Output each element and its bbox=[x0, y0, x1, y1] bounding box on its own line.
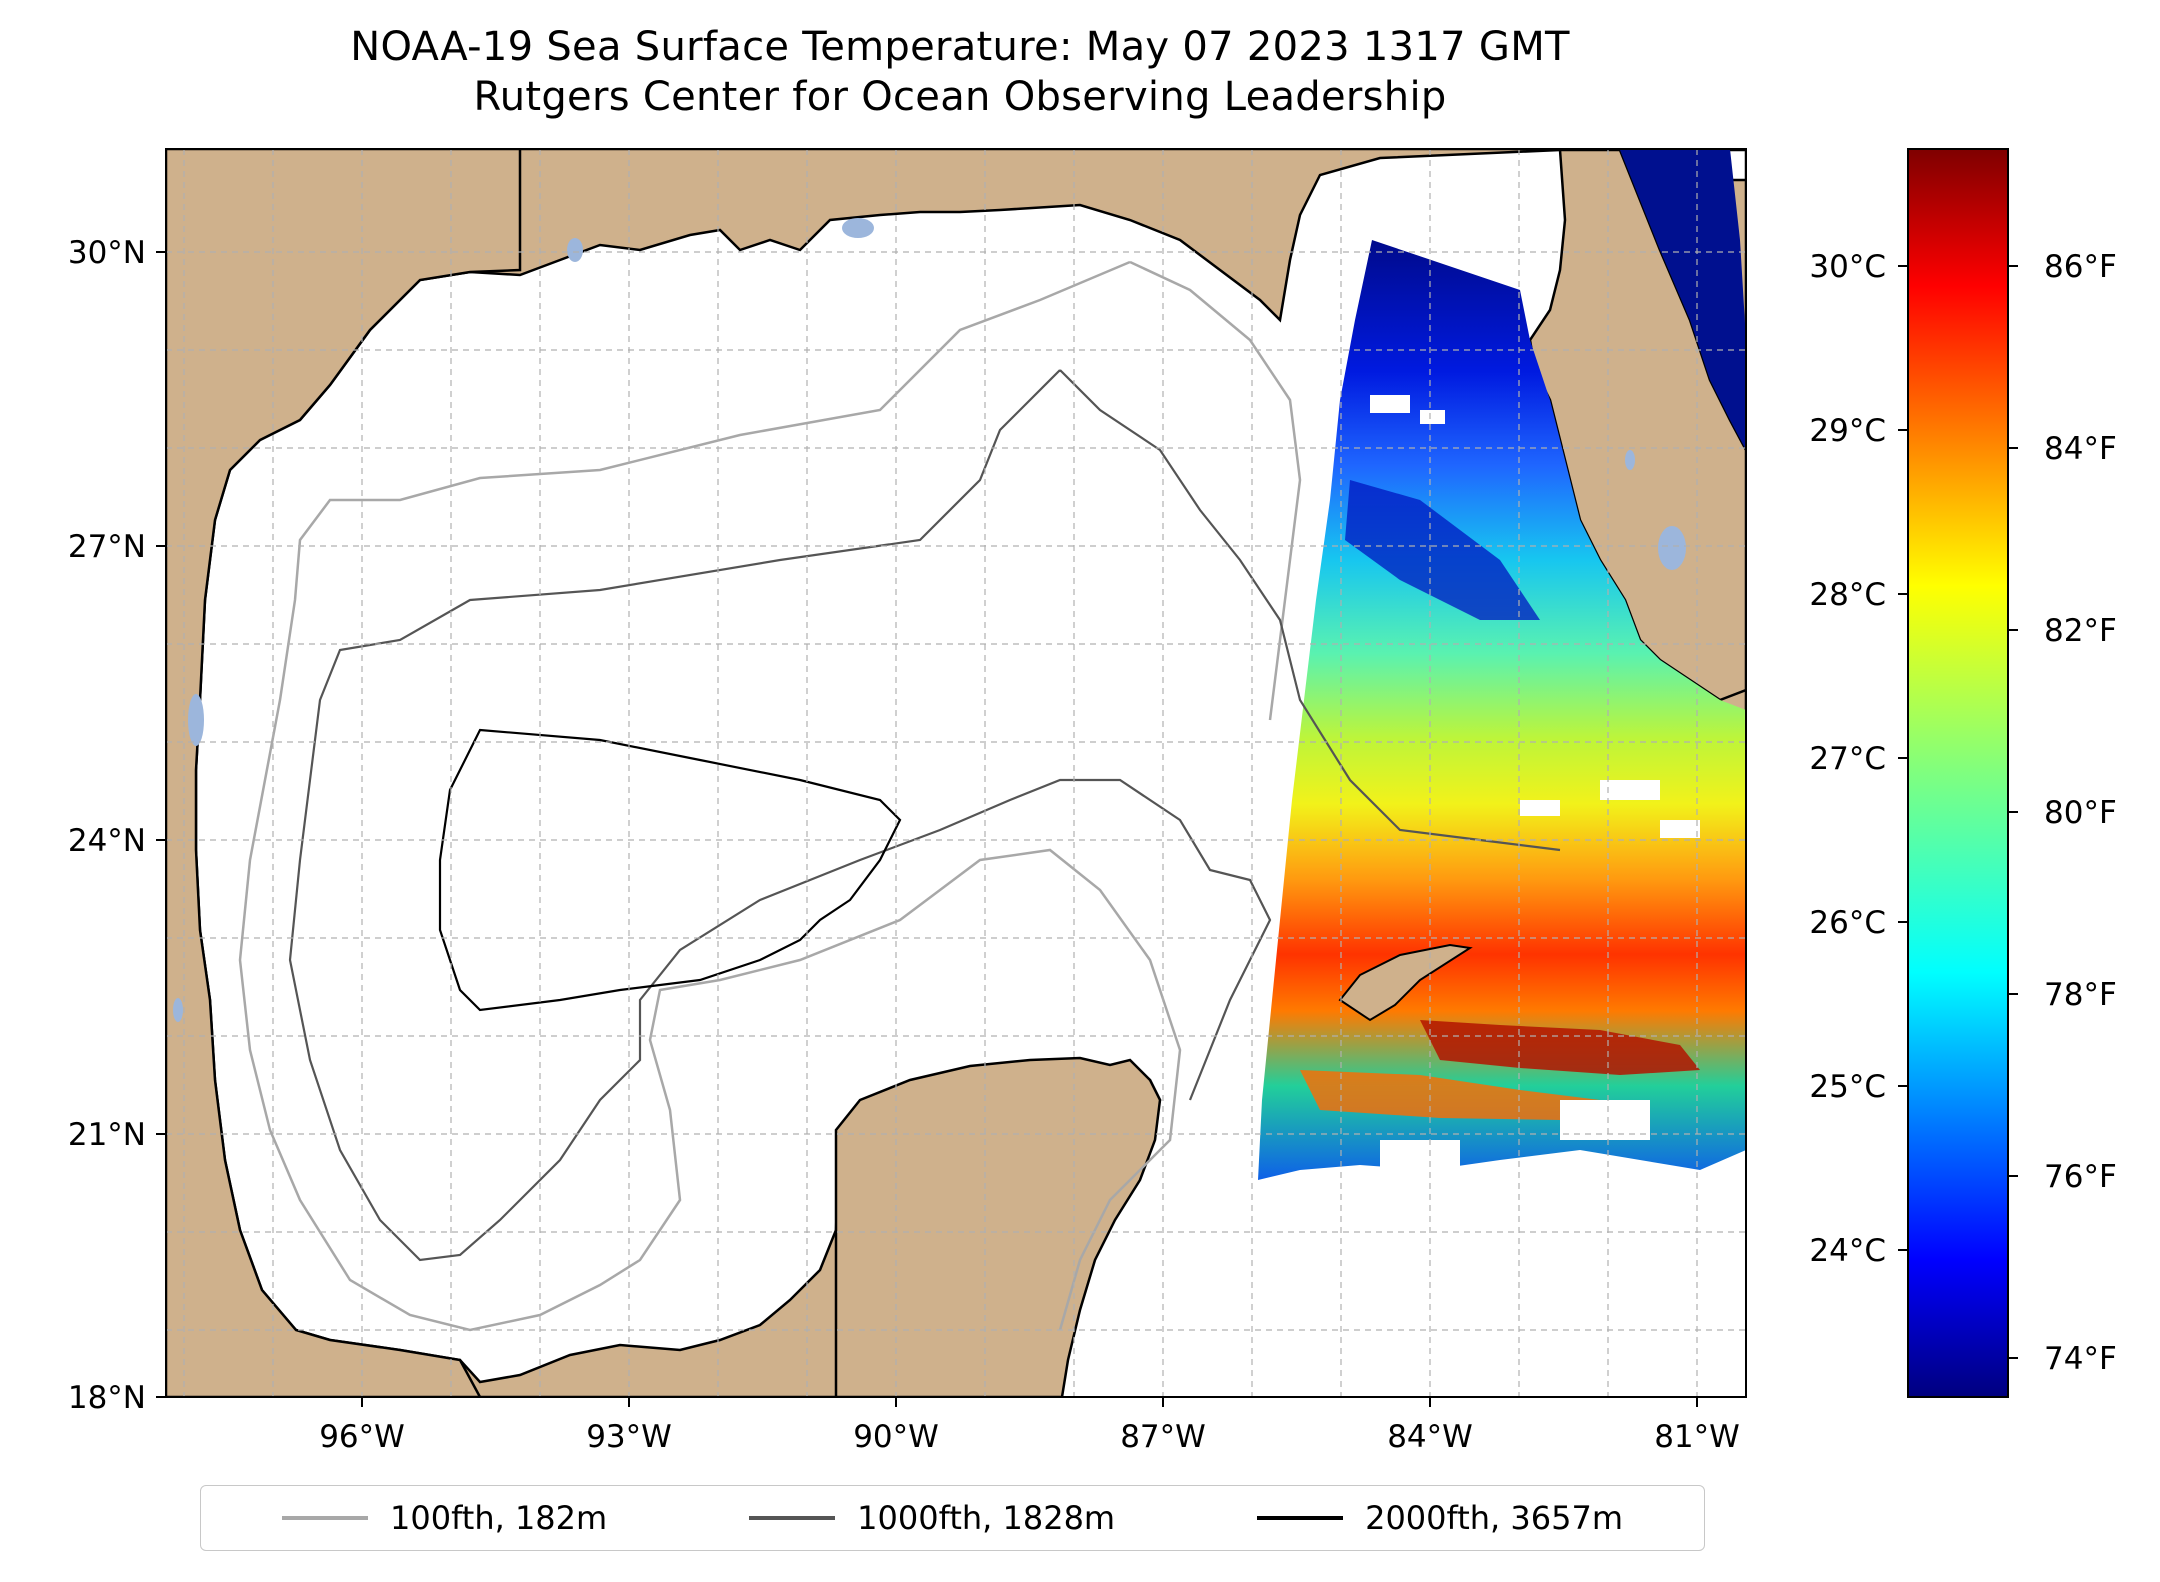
graticule bbox=[166, 149, 1746, 1397]
fahrenheit-tick-label: 82°F bbox=[2044, 613, 2117, 649]
lakes bbox=[173, 218, 1686, 1022]
celsius-tick-label: 24°C bbox=[1809, 1233, 1886, 1269]
fahrenheit-tick-label: 84°F bbox=[2044, 431, 2117, 467]
celsius-tick-label: 29°C bbox=[1809, 413, 1886, 449]
title-line-2: Rutgers Center for Ocean Observing Leade… bbox=[473, 74, 1447, 120]
land-yucatan bbox=[834, 1056, 1162, 1397]
legend-swatch-100fth bbox=[281, 1516, 368, 1520]
celsius-tick-label: 28°C bbox=[1809, 577, 1886, 613]
lat-tick-label: 30°N bbox=[68, 235, 146, 271]
legend-swatch-1000fth bbox=[749, 1516, 836, 1520]
fahrenheit-tick-marks bbox=[2008, 265, 2018, 1359]
contour-2000fth bbox=[438, 728, 902, 1012]
legend-item-2000fth: 2000fth, 3657m bbox=[1257, 1499, 1623, 1537]
celsius-tick-label: 27°C bbox=[1809, 741, 1886, 777]
colorbar bbox=[1907, 148, 2009, 1398]
lat-tick-marks bbox=[156, 251, 166, 1398]
fahrenheit-tick-label: 76°F bbox=[2044, 1159, 2117, 1195]
celsius-tick-label: 30°C bbox=[1809, 249, 1886, 285]
celsius-tick-marks bbox=[1898, 265, 1908, 1251]
legend-label-100fth: 100fth, 182m bbox=[389, 1499, 608, 1537]
map-title: NOAA-19 Sea Surface Temperature: May 07 … bbox=[0, 22, 1920, 122]
lon-tick-label: 90°W bbox=[853, 1419, 939, 1455]
lon-tick-label: 84°W bbox=[1387, 1419, 1473, 1455]
legend: 100fth, 182m 1000fth, 1828m 2000fth, 365… bbox=[200, 1485, 1705, 1551]
land-mexico-west bbox=[166, 149, 522, 1397]
title-line-1: NOAA-19 Sea Surface Temperature: May 07 … bbox=[350, 24, 1570, 70]
lat-tick-label: 18°N bbox=[68, 1380, 146, 1416]
fahrenheit-tick-label: 86°F bbox=[2044, 249, 2117, 285]
celsius-tick-label: 26°C bbox=[1809, 905, 1886, 941]
legend-item-100fth: 100fth, 182m bbox=[281, 1499, 608, 1537]
legend-label-1000fth: 1000fth, 1828m bbox=[857, 1499, 1116, 1537]
fahrenheit-tick-label: 80°F bbox=[2044, 795, 2117, 831]
land-cuba-west bbox=[1338, 943, 1473, 1022]
lon-tick-label: 93°W bbox=[586, 1419, 672, 1455]
fahrenheit-tick-label: 74°F bbox=[2044, 1341, 2117, 1377]
legend-item-1000fth: 1000fth, 1828m bbox=[749, 1499, 1115, 1537]
lat-tick-label: 21°N bbox=[68, 1117, 146, 1153]
fahrenheit-tick-label: 78°F bbox=[2044, 977, 2117, 1013]
legend-label-2000fth: 2000fth, 3657m bbox=[1365, 1499, 1623, 1537]
map-frame bbox=[165, 148, 1747, 1398]
lon-tick-label: 81°W bbox=[1654, 1419, 1740, 1455]
lon-tick-marks bbox=[361, 1397, 1698, 1407]
map-panel bbox=[166, 149, 1746, 1397]
lon-tick-label: 87°W bbox=[1120, 1419, 1206, 1455]
contour-1000fth bbox=[288, 369, 1561, 1262]
lat-tick-label: 27°N bbox=[68, 529, 146, 565]
celsius-tick-label: 25°C bbox=[1809, 1069, 1886, 1105]
lat-tick-label: 24°N bbox=[68, 823, 146, 859]
lon-tick-label: 96°W bbox=[319, 1419, 405, 1455]
cloud-gaps bbox=[1370, 395, 1700, 1170]
sst-swath bbox=[1258, 149, 1746, 1180]
legend-swatch-2000fth bbox=[1257, 1516, 1344, 1520]
